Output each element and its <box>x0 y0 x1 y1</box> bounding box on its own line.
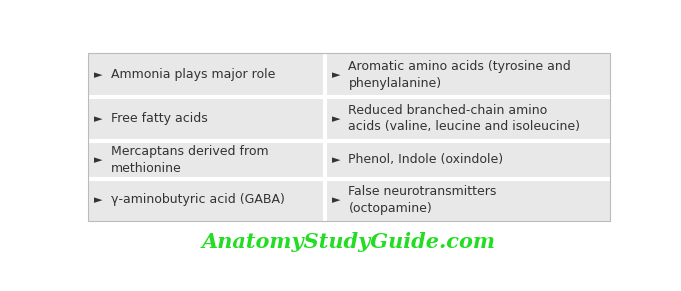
Text: γ-aminobutyric acid (GABA): γ-aminobutyric acid (GABA) <box>111 194 285 206</box>
Text: ►: ► <box>94 195 103 205</box>
Text: ►: ► <box>332 70 340 80</box>
Text: False neurotransmitters
(octopamine): False neurotransmitters (octopamine) <box>349 185 497 215</box>
Text: Phenol, Indole (oxindole): Phenol, Indole (oxindole) <box>349 153 504 166</box>
Text: ►: ► <box>332 155 340 165</box>
Bar <box>88 97 610 141</box>
Text: ►: ► <box>94 70 103 80</box>
Text: Reduced branched-chain amino
acids (valine, leucine and isoleucine): Reduced branched-chain amino acids (vali… <box>349 104 580 134</box>
Text: AnatomyStudyGuide.com: AnatomyStudyGuide.com <box>202 232 496 252</box>
Text: Ammonia plays major role: Ammonia plays major role <box>111 68 275 81</box>
Bar <box>88 53 610 221</box>
Text: ►: ► <box>94 155 103 165</box>
Bar <box>88 141 610 179</box>
Text: ►: ► <box>332 114 340 124</box>
Text: Aromatic amino acids (tyrosine and
phenylalanine): Aromatic amino acids (tyrosine and pheny… <box>349 60 571 90</box>
Text: ►: ► <box>332 195 340 205</box>
Text: Mercaptans derived from
methionine: Mercaptans derived from methionine <box>111 145 268 175</box>
Text: Free fatty acids: Free fatty acids <box>111 112 208 125</box>
Text: ►: ► <box>94 114 103 124</box>
Bar <box>88 179 610 221</box>
Bar <box>88 53 610 97</box>
